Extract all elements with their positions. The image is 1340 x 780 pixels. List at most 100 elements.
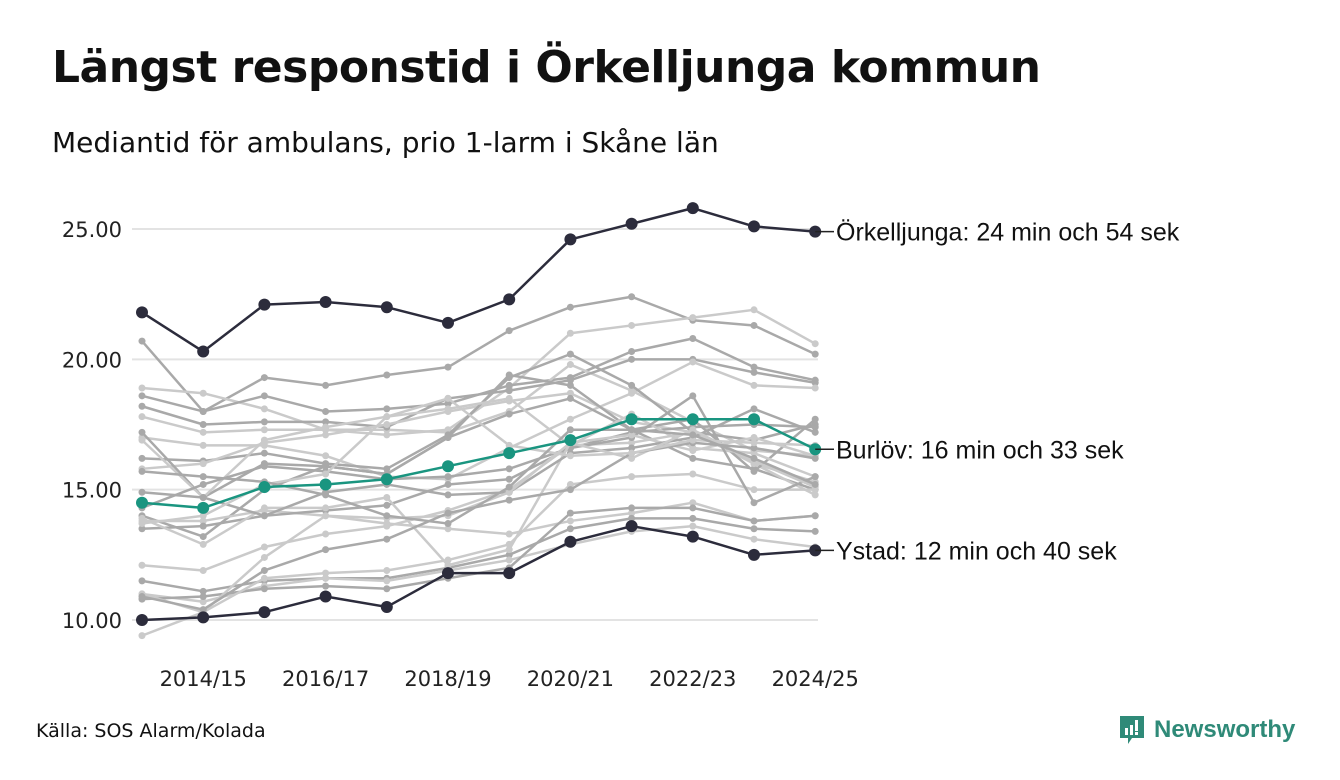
municipality-series-point: [566, 480, 574, 488]
series-rkelljunga-point: [197, 345, 210, 358]
municipality-series-point: [505, 381, 513, 389]
x-tick-label: 2024/25: [772, 667, 859, 691]
municipality-series-point: [260, 405, 268, 413]
series-burlv-line: [141, 418, 816, 510]
municipality-series-point: [505, 441, 513, 449]
series-ystad-point: [748, 548, 760, 561]
municipality-series-point: [811, 454, 819, 462]
series-rkelljunga-point: [503, 293, 516, 306]
municipality-series-point: [199, 533, 207, 541]
municipality-series-point: [444, 405, 452, 413]
municipality-series-point: [260, 449, 268, 457]
municipality-series-point: [750, 499, 758, 507]
municipality-series-point: [260, 392, 268, 400]
municipality-series-point: [566, 452, 574, 460]
municipality-series-line: [141, 394, 816, 510]
x-tick-label: 2016/17: [282, 667, 369, 691]
municipality-series-point: [322, 582, 330, 590]
municipality-series-point: [505, 387, 513, 395]
municipality-series-point: [566, 517, 574, 525]
source-note: Källa: SOS Alarm/Kolada: [36, 720, 266, 742]
series-ystad-point: [625, 520, 638, 533]
municipality-series-point: [260, 374, 268, 382]
municipality-series-point: [199, 493, 207, 501]
municipality-series-point: [322, 462, 330, 470]
municipality-series-point: [628, 473, 636, 481]
municipality-series-point: [383, 413, 391, 421]
municipality-series-point: [628, 504, 636, 512]
municipality-series-point: [750, 321, 758, 329]
municipality-series-point: [750, 381, 758, 389]
municipality-series-point: [199, 428, 207, 436]
y-tick-label: 10.00: [62, 609, 122, 633]
municipality-series-point: [260, 566, 268, 574]
municipality-series-point: [444, 394, 452, 402]
municipality-series-line: [141, 441, 816, 611]
series-ystad-point: [197, 611, 210, 624]
municipality-series-point: [628, 355, 636, 363]
series-burlv-point: [258, 481, 271, 494]
municipality-series-point: [505, 496, 513, 504]
series-ystad-line: [141, 524, 816, 622]
municipality-series-point: [689, 436, 697, 444]
municipality-series-point: [811, 480, 819, 488]
municipality-series-point: [628, 293, 636, 301]
municipality-series-point: [199, 593, 207, 601]
series-rkelljunga-line: [141, 206, 816, 353]
municipality-series-point: [566, 525, 574, 533]
municipality-series-point: [138, 467, 146, 475]
series-ystad-point: [136, 614, 148, 626]
municipality-series-point: [689, 454, 697, 462]
municipality-series-point: [138, 577, 146, 585]
municipality-series-point: [566, 376, 574, 384]
municipality-series-point: [505, 488, 513, 496]
municipality-series-point: [199, 480, 207, 488]
municipality-series-point: [628, 439, 636, 447]
municipality-series-point: [322, 546, 330, 554]
series-burlv-point: [197, 501, 210, 514]
municipality-series-point: [505, 530, 513, 538]
municipality-series-point: [628, 348, 636, 356]
municipality-series-point: [689, 426, 697, 434]
municipality-series-point: [689, 392, 697, 400]
municipality-series-point: [811, 384, 819, 392]
municipality-series-point: [138, 436, 146, 444]
municipality-series-point: [505, 327, 513, 335]
municipality-series-point: [383, 405, 391, 413]
municipality-series-point: [689, 447, 697, 455]
municipality-series-point: [138, 392, 146, 400]
municipality-series-point: [505, 410, 513, 418]
municipality-series-point: [811, 340, 819, 348]
municipality-series-point: [199, 512, 207, 520]
municipality-series-point: [322, 452, 330, 460]
municipality-series-point: [444, 473, 452, 481]
municipality-series-point: [750, 535, 758, 543]
municipality-series-point: [628, 444, 636, 452]
municipality-series-point: [383, 585, 391, 593]
series-rkelljunga-point: [686, 202, 699, 215]
municipality-series-point: [383, 566, 391, 574]
municipality-series-point: [566, 329, 574, 337]
municipality-series-point: [811, 527, 819, 535]
municipality-series-point: [199, 389, 207, 397]
municipality-series-point: [689, 431, 697, 439]
municipality-series-point: [566, 303, 574, 311]
municipality-series-point: [444, 480, 452, 488]
municipality-series-point: [689, 470, 697, 478]
municipality-series-point: [505, 546, 513, 554]
municipality-series-point: [199, 517, 207, 525]
municipality-series-point: [322, 512, 330, 520]
municipality-series-point: [199, 441, 207, 449]
municipality-series-point: [199, 460, 207, 468]
series-burlv-point: [442, 460, 454, 473]
municipality-series-point: [628, 431, 636, 439]
municipality-series-point: [628, 454, 636, 462]
municipality-series-point: [322, 470, 330, 478]
municipality-series-point: [383, 577, 391, 585]
municipality-series-point: [811, 428, 819, 436]
municipality-series-point: [628, 426, 636, 434]
municipality-series-point: [566, 350, 574, 358]
municipality-series-line: [141, 524, 816, 604]
municipality-series-point: [199, 606, 207, 614]
municipality-series-point: [322, 418, 330, 426]
